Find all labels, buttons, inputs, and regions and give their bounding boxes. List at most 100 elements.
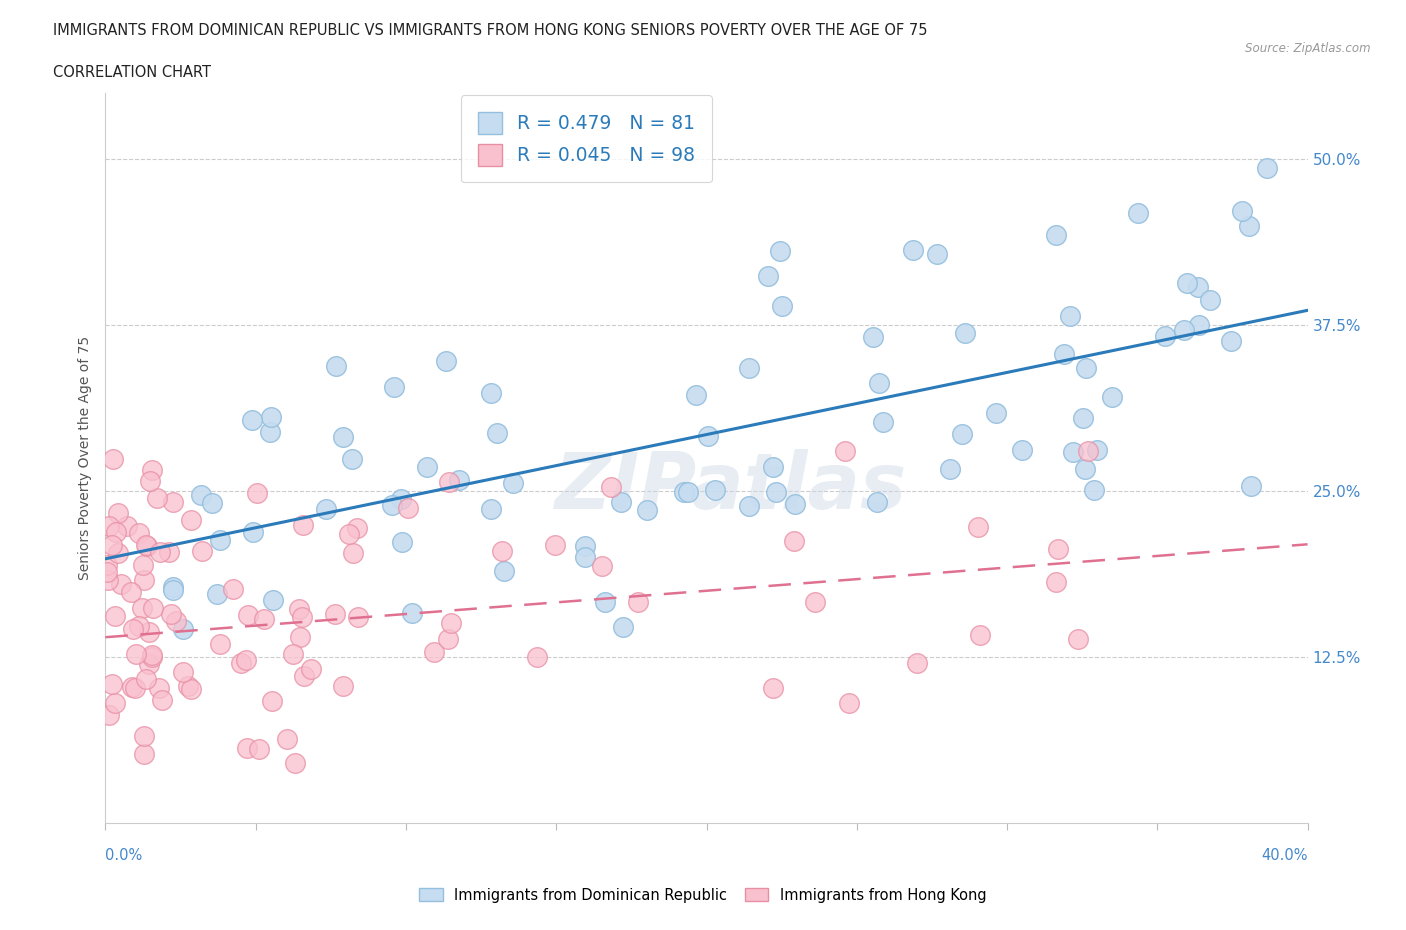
Point — [104, 525, 127, 539]
Point — [544, 538, 567, 552]
Point — [332, 679, 354, 694]
Point — [128, 618, 150, 633]
Point — [1187, 318, 1209, 333]
Point — [138, 624, 160, 639]
Point — [136, 538, 159, 553]
Point — [636, 502, 658, 517]
Point — [401, 605, 423, 620]
Point — [260, 410, 283, 425]
Point — [838, 696, 860, 711]
Point — [122, 621, 145, 636]
Point — [110, 577, 132, 591]
Point — [436, 353, 458, 368]
Point — [276, 731, 298, 746]
Point — [138, 657, 160, 671]
Point — [765, 485, 787, 500]
Point — [1128, 206, 1150, 220]
Point — [1083, 483, 1105, 498]
Point — [1047, 541, 1070, 556]
Point — [437, 474, 460, 489]
Point — [1045, 574, 1067, 589]
Point — [440, 616, 463, 631]
Legend: Immigrants from Dominican Republic, Immigrants from Hong Kong: Immigrants from Dominican Republic, Immi… — [413, 882, 993, 909]
Point — [485, 425, 508, 440]
Point — [834, 444, 856, 458]
Point — [236, 607, 259, 622]
Point — [101, 538, 124, 552]
Point — [96, 558, 118, 573]
Point — [107, 505, 129, 520]
Point — [180, 512, 202, 527]
Point — [172, 665, 194, 680]
Point — [610, 495, 633, 510]
Point — [291, 609, 314, 624]
Point — [526, 650, 548, 665]
Point — [1062, 445, 1084, 459]
Point — [207, 586, 229, 601]
Point — [132, 573, 155, 588]
Point — [231, 656, 253, 671]
Point — [134, 746, 156, 761]
Point — [1053, 346, 1076, 361]
Point — [704, 483, 727, 498]
Point — [292, 518, 315, 533]
Point — [1175, 276, 1198, 291]
Point — [676, 485, 699, 499]
Point — [756, 268, 779, 283]
Point — [262, 694, 284, 709]
Point — [1067, 632, 1090, 647]
Point — [685, 388, 707, 403]
Point — [103, 451, 125, 466]
Point — [502, 476, 524, 491]
Point — [141, 463, 163, 478]
Point — [165, 614, 187, 629]
Point — [190, 487, 212, 502]
Point — [346, 521, 368, 536]
Point — [125, 646, 148, 661]
Point — [783, 534, 806, 549]
Point — [242, 525, 264, 539]
Point — [135, 671, 157, 686]
Point — [479, 501, 502, 516]
Point — [1240, 478, 1263, 493]
Point — [595, 594, 617, 609]
Point — [1085, 443, 1108, 458]
Point — [315, 501, 337, 516]
Point — [246, 485, 269, 500]
Point — [672, 485, 695, 499]
Point — [966, 520, 988, 535]
Point — [299, 661, 322, 676]
Point — [124, 681, 146, 696]
Point — [872, 415, 894, 430]
Point — [1237, 219, 1260, 233]
Point — [148, 681, 170, 696]
Point — [1232, 204, 1254, 219]
Point — [103, 608, 125, 623]
Point — [953, 326, 976, 340]
Point — [284, 755, 307, 770]
Point — [135, 538, 157, 552]
Point — [574, 550, 596, 565]
Point — [101, 677, 124, 692]
Point — [1073, 462, 1095, 477]
Point — [804, 595, 827, 610]
Point — [190, 544, 212, 559]
Point — [142, 600, 165, 615]
Point — [1199, 292, 1222, 307]
Point — [1219, 334, 1241, 349]
Point — [287, 602, 309, 617]
Point — [449, 472, 471, 487]
Point — [139, 473, 162, 488]
Point — [201, 496, 224, 511]
Point — [939, 462, 962, 477]
Point — [141, 647, 163, 662]
Point — [141, 649, 163, 664]
Point — [925, 247, 948, 262]
Point — [121, 680, 143, 695]
Point — [240, 413, 263, 428]
Point — [866, 495, 889, 510]
Point — [325, 606, 347, 621]
Point — [172, 621, 194, 636]
Point — [97, 708, 120, 723]
Point — [337, 526, 360, 541]
